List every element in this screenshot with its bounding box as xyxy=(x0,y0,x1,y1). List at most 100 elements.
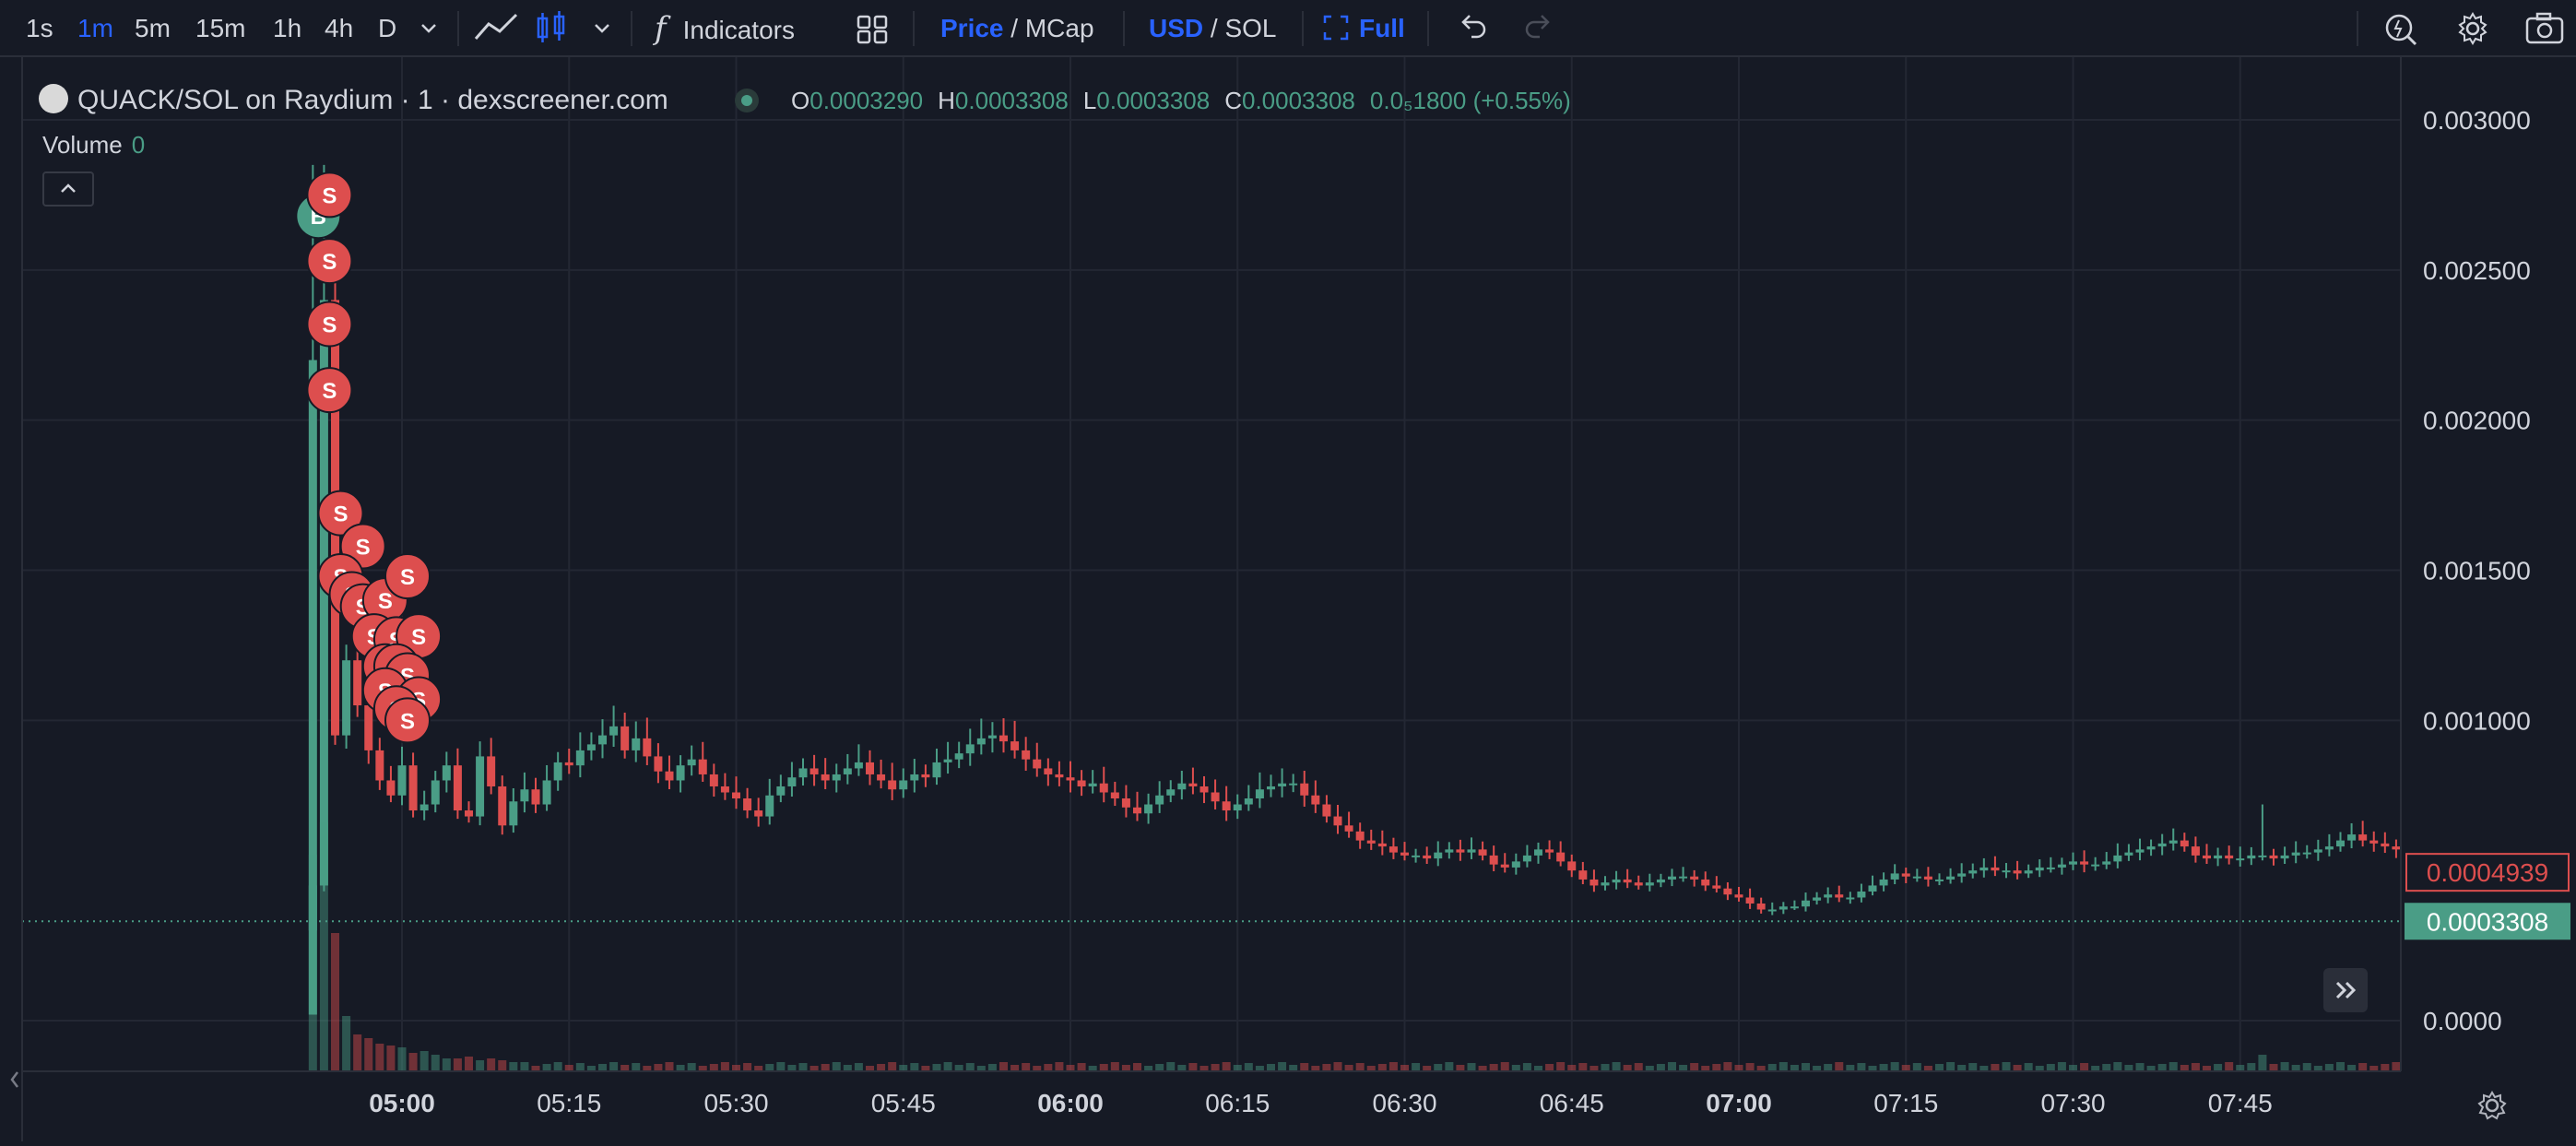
candle-body xyxy=(910,774,919,781)
indicators-button[interactable]: f Indicators xyxy=(655,0,795,57)
undo-button[interactable] xyxy=(1455,0,1488,57)
candle-body xyxy=(932,762,941,778)
low-value: 0.0003308 xyxy=(1096,87,1211,114)
candle-body xyxy=(1278,783,1287,786)
price-mcap-toggle[interactable]: Price / MCap xyxy=(940,14,1094,42)
interval-dropdown-button[interactable] xyxy=(417,0,441,57)
chart-area[interactable]: BSSSSSSSSSSSSSSSSSSSSS0.0030000.0025000.… xyxy=(0,57,2576,1141)
candle-body xyxy=(1121,798,1130,808)
settings-button[interactable] xyxy=(2454,0,2491,57)
candle-body xyxy=(575,750,585,766)
candle-body xyxy=(2381,843,2390,847)
sell-marker-label: S xyxy=(322,250,337,275)
last-price-box xyxy=(2405,903,2570,940)
candle-body xyxy=(1734,894,1743,898)
axis-settings-button[interactable] xyxy=(2476,1090,2508,1121)
usd-option[interactable]: USD xyxy=(1149,14,1204,42)
volume-bar xyxy=(720,1062,729,1071)
mcap-option[interactable]: MCap xyxy=(1024,14,1094,42)
fullscreen-icon xyxy=(1323,15,1349,40)
candle-body xyxy=(553,762,562,781)
interval-1s[interactable]: 1s xyxy=(26,14,53,42)
sell-marker[interactable]: S xyxy=(306,301,353,348)
candle-body xyxy=(2180,840,2189,847)
volume-bar xyxy=(1055,1062,1064,1071)
sol-option[interactable]: SOL xyxy=(1224,14,1277,42)
left-panel-toggle[interactable] xyxy=(7,1065,22,1094)
sell-marker[interactable]: S xyxy=(306,171,353,219)
volume-bar xyxy=(1434,1064,1443,1071)
screenshot-button[interactable] xyxy=(2524,0,2565,57)
interval-4h[interactable]: 4h xyxy=(325,14,354,42)
volume-bar xyxy=(1802,1063,1810,1071)
price-chart[interactable]: BSSSSSSSSSSSSSSSSSSSSS0.0030000.0025000.… xyxy=(0,57,2576,1141)
price-option[interactable]: Price xyxy=(940,14,1004,42)
interval-1h[interactable]: 1h xyxy=(273,14,302,42)
candle-body xyxy=(1077,780,1086,786)
candle-body xyxy=(787,777,797,786)
y-tick-label: 0.001000 xyxy=(2423,706,2531,735)
volume-bar xyxy=(1545,1064,1554,1071)
volume-bar xyxy=(542,1064,551,1071)
volume-bar xyxy=(1668,1062,1676,1071)
collapse-legend-button[interactable] xyxy=(42,171,94,207)
layout-button[interactable] xyxy=(856,0,889,57)
candle-body xyxy=(2069,861,2077,865)
x-tick-label: 07:15 xyxy=(1873,1089,1938,1117)
sell-marker[interactable]: S xyxy=(384,553,431,600)
quick-search-button[interactable] xyxy=(2382,0,2419,57)
function-icon: f xyxy=(655,10,667,47)
candle-body xyxy=(1267,786,1275,790)
volume-bar xyxy=(1110,1062,1119,1071)
candle-body xyxy=(1144,804,1153,814)
sell-marker-label: S xyxy=(333,502,348,527)
volume-bar xyxy=(319,822,328,1071)
candle-body xyxy=(375,750,384,781)
x-tick-label: 05:00 xyxy=(369,1089,435,1117)
volume-bar xyxy=(632,1063,641,1071)
candle-body xyxy=(1567,861,1577,871)
volume-bar xyxy=(643,1066,652,1071)
interval-15m[interactable]: 15m xyxy=(195,14,246,42)
currency-toggle[interactable]: USD / SOL xyxy=(1149,14,1277,42)
volume-bar xyxy=(575,1063,585,1071)
sell-marker[interactable]: S xyxy=(306,367,353,414)
volume-bar xyxy=(465,1057,473,1071)
chart-type-dropdown-button[interactable] xyxy=(590,0,614,57)
volume-bar xyxy=(1044,1064,1053,1071)
interval-D[interactable]: D xyxy=(378,14,397,42)
sell-marker[interactable]: S xyxy=(306,238,353,285)
volume-bar xyxy=(2124,1065,2133,1071)
candle-body xyxy=(2191,846,2200,856)
candle-body xyxy=(2347,834,2357,841)
volume-label: Volume xyxy=(42,131,123,159)
y-tick-label: 0.002000 xyxy=(2423,407,2531,435)
fullscreen-button[interactable]: Full xyxy=(1322,0,1405,57)
candles-button[interactable] xyxy=(535,0,568,57)
candle-body xyxy=(419,804,429,811)
line-chart-button[interactable] xyxy=(472,0,520,57)
chart-type-dropdown-icon xyxy=(595,24,609,33)
candle-body xyxy=(1923,876,1932,880)
volume-bar xyxy=(586,1066,596,1071)
sell-marker-label: S xyxy=(400,565,415,590)
sell-marker[interactable]: S xyxy=(384,697,431,744)
volume-bar xyxy=(2002,1062,2011,1071)
candle-body xyxy=(1679,876,1688,879)
candle-body xyxy=(2135,849,2145,853)
candle-body xyxy=(1489,855,1498,865)
scroll-to-realtime-button[interactable] xyxy=(2323,968,2368,1012)
volume-bar xyxy=(1645,1066,1654,1071)
redo-button[interactable] xyxy=(1523,0,1556,57)
sell-marker-label: S xyxy=(322,313,337,337)
toolbar-divider xyxy=(913,11,915,46)
candle-body xyxy=(353,660,362,706)
interval-1m[interactable]: 1m xyxy=(77,14,113,42)
candle-body xyxy=(2247,855,2256,859)
low-label: L xyxy=(1082,87,1097,114)
interval-5m[interactable]: 5m xyxy=(135,14,171,42)
sell-marker[interactable]: S xyxy=(317,490,364,537)
volume-bar xyxy=(1723,1062,1732,1071)
volume-bar xyxy=(877,1064,886,1071)
volume-bar xyxy=(2013,1065,2022,1071)
